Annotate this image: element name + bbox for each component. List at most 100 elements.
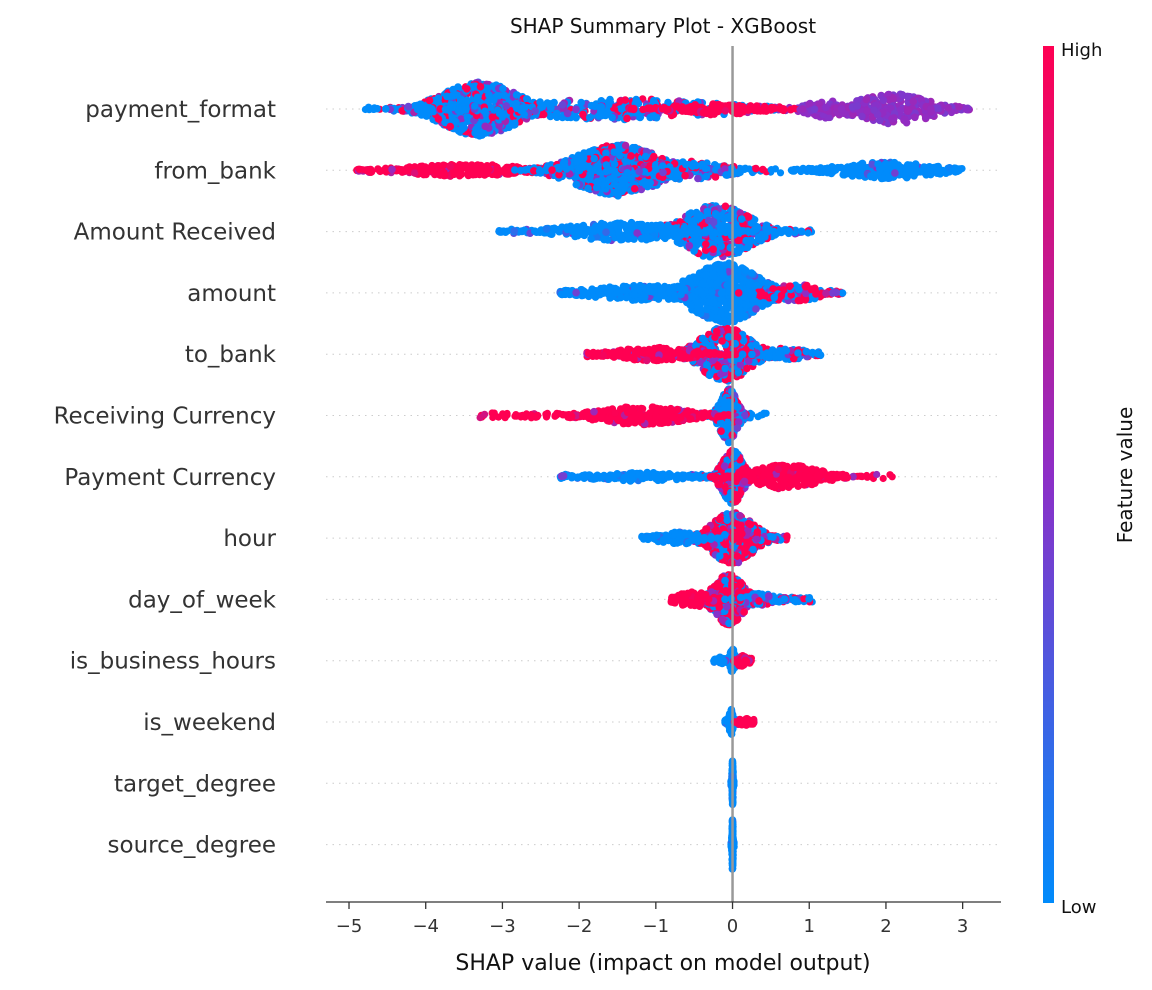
shap-point [493, 106, 502, 114]
shap-point [645, 234, 654, 243]
shap-point [701, 271, 710, 279]
shap-point [955, 103, 963, 111]
shap-point [721, 202, 730, 211]
shap-point [898, 91, 907, 99]
shap-point [485, 91, 493, 99]
shap-point [520, 110, 528, 119]
shap-point [446, 122, 455, 131]
shap-point [853, 102, 862, 110]
shap-point [896, 106, 905, 114]
shap-point [696, 309, 705, 318]
shap-point [542, 225, 551, 233]
shap-point [874, 160, 882, 168]
shap-point [745, 280, 753, 289]
shap-point [911, 113, 919, 122]
shap-point [413, 105, 422, 114]
shap-point [362, 166, 370, 174]
shap-point [518, 104, 526, 112]
shap-point [476, 82, 485, 91]
feature-label: payment_format [85, 97, 276, 123]
shap-point [685, 241, 694, 250]
chart-title: SHAP Summary Plot - XGBoost [510, 14, 816, 38]
shap-point [684, 215, 692, 224]
shap-point [790, 167, 798, 175]
shap-point [579, 110, 587, 119]
shap-point [473, 93, 482, 102]
shap-point [629, 143, 637, 152]
shap-point [536, 98, 544, 106]
shap-point [781, 227, 789, 235]
shap-point [425, 96, 434, 105]
shap-point [904, 106, 913, 115]
shap-point [471, 102, 479, 110]
shap-point [601, 180, 609, 188]
shap-point [499, 84, 507, 93]
shap-point [580, 231, 589, 240]
shap-point [704, 264, 712, 273]
shap-point [711, 210, 720, 218]
shap-point [938, 166, 947, 175]
shap-point [637, 296, 646, 304]
shap-point [688, 292, 696, 301]
shap-point [703, 227, 711, 235]
shap-point [717, 242, 725, 250]
shap-point [552, 109, 561, 118]
shap-point [591, 166, 599, 174]
feature-points [495, 202, 816, 261]
beeswarm-points [353, 78, 973, 873]
shap-point [502, 102, 511, 110]
shap-point [580, 289, 588, 298]
shap-point [657, 221, 665, 230]
shap-point [752, 164, 760, 173]
shap-point [593, 177, 602, 186]
shap-point [764, 105, 773, 113]
shap-point [722, 171, 730, 179]
shap-point [563, 109, 572, 118]
shap-point [615, 222, 624, 231]
shap-point [891, 169, 899, 177]
shap-point [636, 113, 644, 122]
shap-point [683, 226, 692, 235]
shap-point [708, 102, 717, 111]
shap-point [561, 289, 570, 298]
shap-point [703, 207, 711, 216]
shap-point [664, 98, 672, 107]
feature-label: Amount Received [74, 220, 276, 246]
shap-point [851, 169, 859, 178]
shap-point [709, 270, 717, 279]
shap-point [627, 152, 635, 160]
shap-point [463, 85, 471, 93]
shap-point [660, 291, 668, 300]
shap-point [767, 166, 776, 174]
shap-point [586, 113, 594, 122]
shap-point [543, 99, 552, 107]
shap-point [633, 229, 641, 237]
shap-point [735, 228, 744, 237]
shap-point [608, 113, 616, 122]
feature-label: day_of_week [128, 587, 277, 613]
shap-point [678, 103, 687, 111]
shap-point [632, 95, 640, 104]
shap-point [722, 228, 730, 237]
shap-point [448, 92, 456, 100]
shap-point [618, 178, 627, 186]
shap-point [410, 169, 419, 177]
shap-point [688, 162, 697, 170]
shap-point [381, 105, 390, 113]
shap-point [824, 165, 833, 174]
shap-point [439, 161, 448, 170]
shap-point [623, 114, 631, 123]
shap-point [531, 107, 539, 115]
shap-point [512, 91, 521, 99]
shap-point [670, 294, 679, 302]
shap-point [660, 229, 668, 237]
shap-point [870, 173, 879, 181]
shap-point [622, 293, 631, 302]
shap-point [822, 103, 830, 112]
feature-points [556, 259, 847, 327]
shap-point [388, 165, 396, 174]
shap-point [572, 180, 581, 189]
shap-point [511, 166, 519, 174]
